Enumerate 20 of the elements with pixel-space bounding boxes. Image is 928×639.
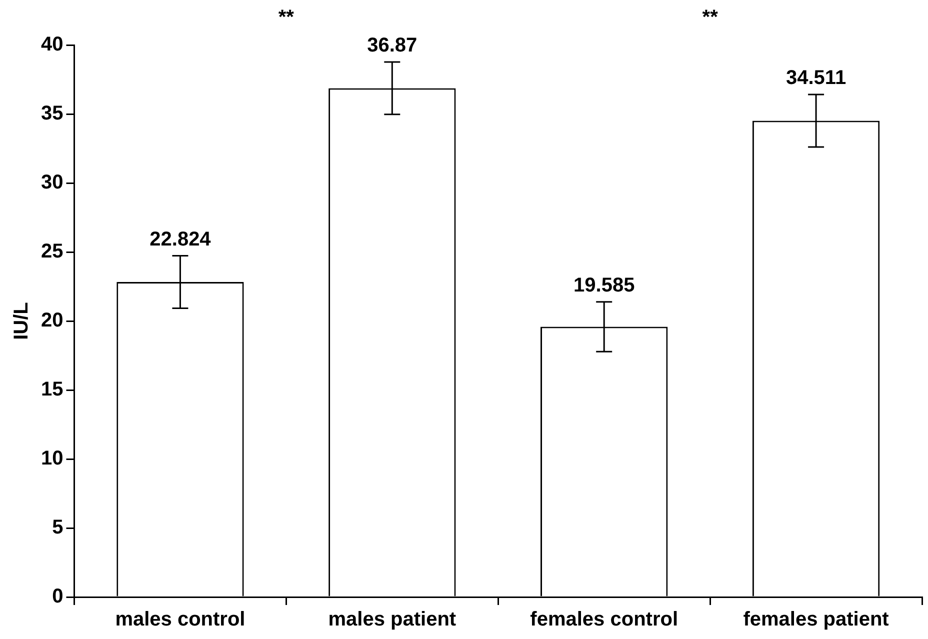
y-tick-label: 5 xyxy=(52,516,64,539)
x-tick-label: males control xyxy=(115,608,246,631)
x-tick-label: females patient xyxy=(743,608,890,631)
data-label: 19.585 xyxy=(574,274,635,296)
data-label: 22.824 xyxy=(150,228,212,250)
x-tick-label: females control xyxy=(530,608,678,631)
y-tick-label: 35 xyxy=(40,102,64,125)
x-tick-label: males patient xyxy=(328,608,456,631)
y-tick-label: 0 xyxy=(52,586,64,608)
data-label: 36.87 xyxy=(367,34,418,56)
y-tick-label: 40 xyxy=(40,34,64,56)
y-tick-label: 30 xyxy=(40,172,64,194)
text: ** xyxy=(702,6,718,29)
text: ** xyxy=(278,6,294,29)
y-axis-title: IU/L xyxy=(10,302,33,340)
y-tick-label: 25 xyxy=(40,240,64,263)
y-tick-label: 20 xyxy=(40,310,64,332)
y-tick-label: 10 xyxy=(40,448,64,470)
y-tick-label: 15 xyxy=(40,378,64,401)
data-label: 34.511 xyxy=(786,67,846,90)
